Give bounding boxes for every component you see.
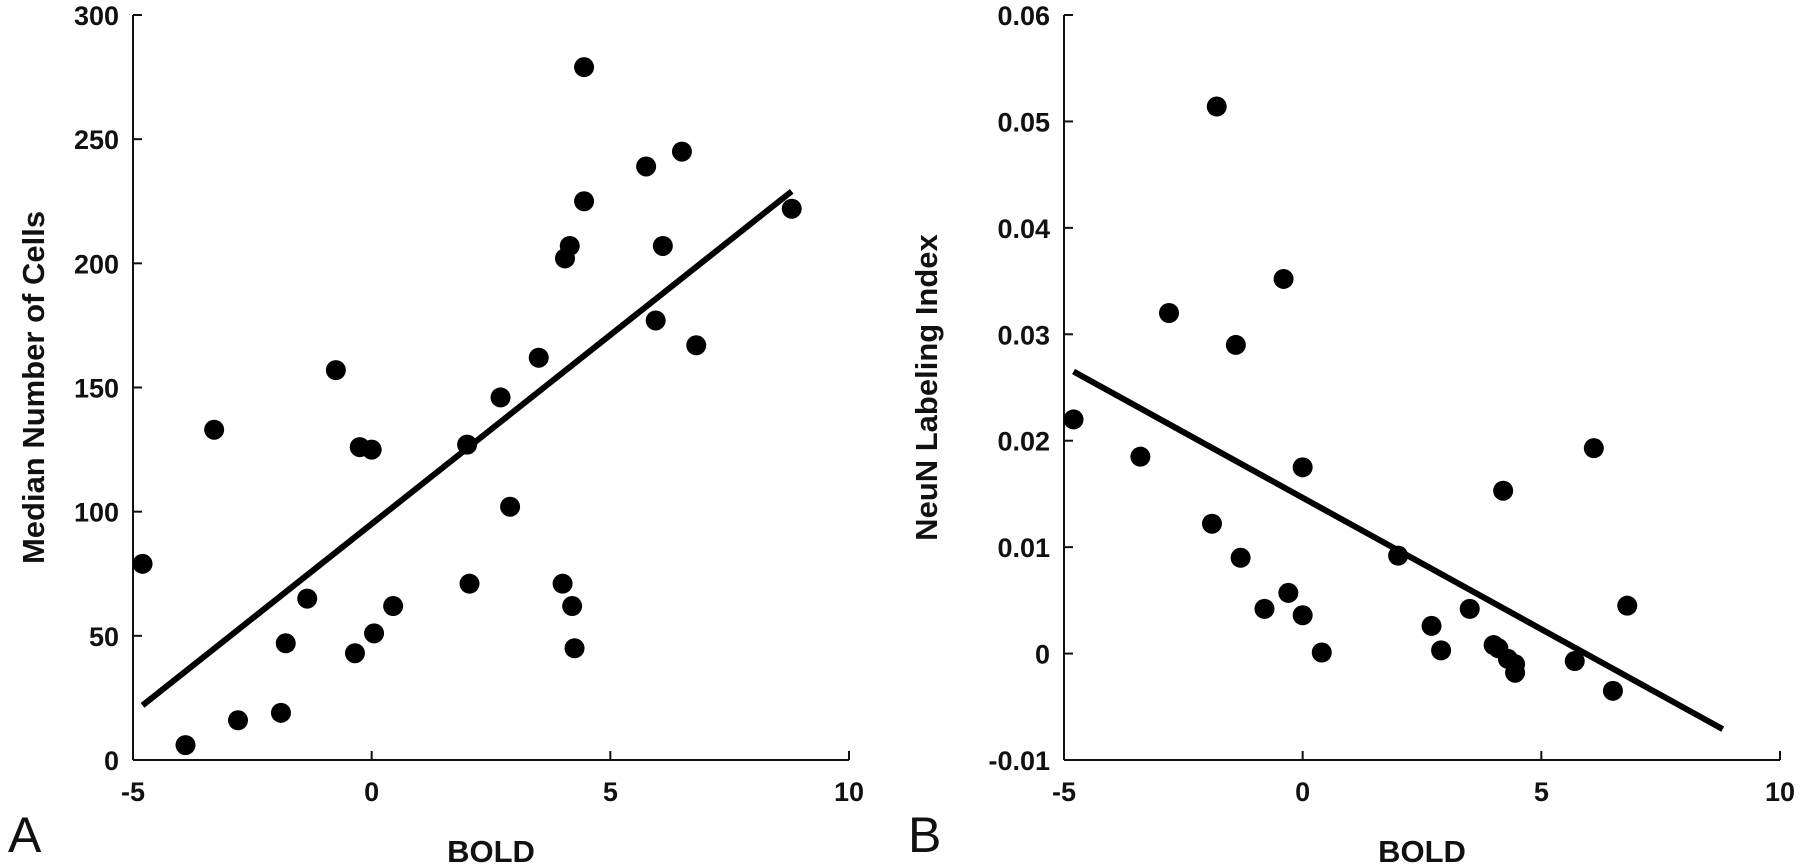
y-tick-label: 100: [74, 498, 119, 528]
data-point: [1159, 303, 1180, 323]
data-point: [344, 643, 365, 664]
data-point: [1206, 96, 1227, 117]
data-point: [1564, 651, 1585, 672]
y-tick-label: 50: [89, 622, 119, 652]
data-point: [1201, 513, 1222, 534]
data-point: [636, 156, 657, 177]
y-tick-label: 0.04: [997, 214, 1050, 244]
x-tick-label: 10: [1765, 777, 1795, 807]
x-tick-label: -5: [1052, 777, 1076, 807]
data-point: [1421, 615, 1442, 636]
data-point: [270, 702, 291, 723]
data-point: [1505, 662, 1526, 683]
data-point: [1130, 446, 1151, 467]
data-point: [383, 596, 404, 617]
x-axis-title: BOLD: [1378, 834, 1466, 868]
data-point: [781, 198, 802, 219]
data-point: [297, 588, 318, 609]
data-point: [562, 596, 583, 617]
data-point: [175, 735, 196, 756]
data-point: [564, 638, 585, 659]
data-point: [1459, 598, 1480, 619]
data-point: [1273, 268, 1294, 289]
y-tick-label: 300: [74, 1, 119, 31]
y-axis-title: NeuN Labeling Index: [909, 233, 944, 540]
data-point: [228, 710, 249, 731]
x-tick-label: 5: [1534, 777, 1549, 807]
x-tick-label: -5: [121, 777, 145, 807]
y-tick-label: 0.06: [997, 1, 1050, 31]
y-tick-label: 0.02: [997, 427, 1050, 457]
x-axis-title: BOLD: [447, 834, 535, 868]
data-point: [652, 235, 673, 256]
data-point: [1230, 547, 1251, 568]
data-point: [645, 310, 666, 331]
y-tick-label: 0.05: [997, 107, 1050, 137]
y-tick-label: -0.01: [988, 746, 1050, 776]
y-tick-label: 0.03: [997, 320, 1050, 350]
data-point: [1311, 642, 1332, 663]
x-tick-label: 0: [1295, 777, 1310, 807]
data-point: [552, 573, 573, 594]
data-point: [1617, 595, 1638, 616]
data-point: [1254, 598, 1275, 619]
y-tick-label: 150: [74, 374, 119, 404]
data-point: [559, 235, 580, 256]
data-point: [1278, 582, 1299, 603]
x-tick-label: 0: [364, 777, 379, 807]
data-point: [132, 553, 153, 574]
data-point: [1602, 680, 1623, 701]
panel-letter: B: [908, 807, 941, 863]
data-point: [1292, 457, 1313, 478]
data-point: [528, 347, 549, 368]
data-point: [1225, 334, 1246, 355]
x-tick-label: 10: [834, 777, 864, 807]
data-point: [204, 419, 225, 440]
data-point: [1292, 605, 1313, 626]
data-point: [671, 141, 692, 162]
data-point: [275, 633, 296, 654]
data-point: [361, 439, 382, 460]
data-point: [1388, 545, 1409, 566]
data-point: [364, 623, 385, 644]
data-point: [1063, 409, 1084, 430]
data-point: [500, 496, 521, 517]
data-point: [574, 57, 595, 78]
data-point: [686, 335, 707, 356]
y-tick-label: 0: [1035, 640, 1050, 670]
y-tick-label: 0.01: [997, 533, 1050, 563]
y-tick-label: 0: [104, 746, 119, 776]
data-point: [1493, 480, 1514, 501]
data-point: [325, 360, 346, 381]
y-tick-label: 250: [74, 125, 119, 155]
data-point: [574, 191, 595, 212]
x-tick-label: 5: [603, 777, 618, 807]
y-tick-label: 200: [74, 249, 119, 279]
data-point: [1583, 438, 1604, 459]
data-point: [457, 434, 478, 455]
y-axis-title: Median Number of Cells: [16, 211, 51, 564]
data-point: [459, 573, 480, 594]
panel-b: -0.01 0 0.01 0.02 0.03 0.04 0.05 0.06 -5 0 5 10 BOLD…: [908, 1, 1795, 868]
data-point: [1431, 640, 1452, 661]
data-point: [490, 387, 511, 408]
panel-letter: A: [8, 807, 42, 863]
